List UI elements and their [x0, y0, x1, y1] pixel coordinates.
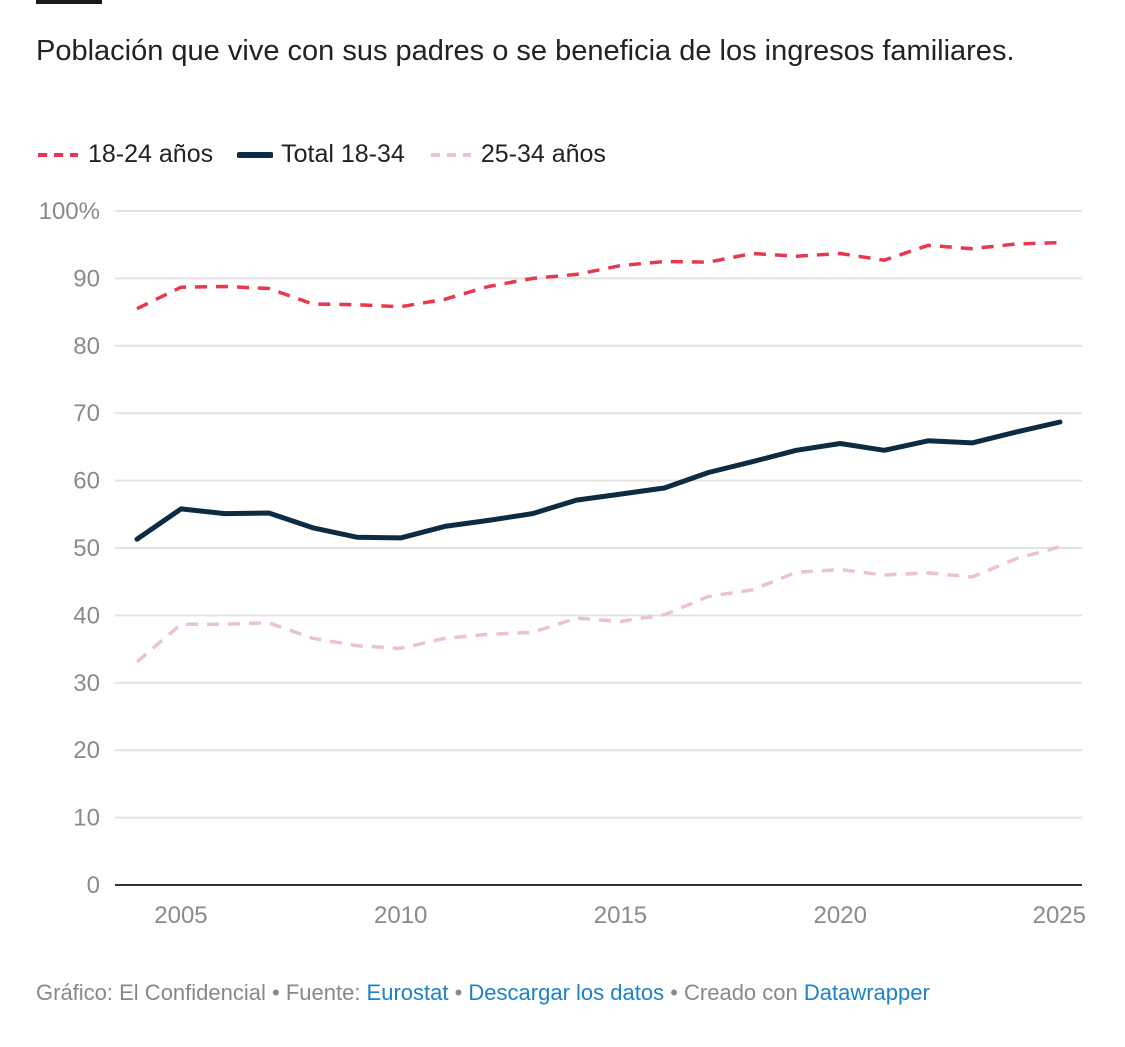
y-tick-label: 40: [73, 602, 100, 629]
x-tick-label: 2025: [1033, 902, 1086, 929]
chart-subtitle: Población que vive con sus padres o se b…: [36, 35, 1015, 67]
legend-swatch-solid-navy: [237, 151, 274, 158]
legend-item-total: Total 18-34: [237, 140, 405, 169]
legend-label: Total 18-34: [281, 140, 405, 168]
y-tick-label: 30: [73, 670, 100, 697]
separator: •: [664, 980, 685, 1005]
chart-series: [134, 240, 1063, 664]
x-tick-label: 2020: [814, 902, 867, 929]
legend-item-18-24: 18-24 años: [36, 140, 213, 169]
datawrapper-link[interactable]: Datawrapper: [803, 980, 930, 1005]
source-link[interactable]: Eurostat: [366, 980, 449, 1005]
chart-legend: 18-24 años Total 18-34 25-34 años: [36, 140, 630, 169]
created-label: Creado con: [684, 980, 804, 1005]
credit-text: Gráfico: El Confidencial: [36, 980, 266, 1005]
legend-swatch-dashed-pink: [430, 152, 471, 157]
series-line-total-18-34: [134, 419, 1063, 542]
separator: •: [448, 980, 469, 1005]
y-tick-label: 50: [73, 535, 100, 562]
line-chart: 0 10 20 30 40 50 60 70 80 90 100% 2005 2010 2015 2020…: [39, 198, 1086, 929]
chart-footer: Gráfico: El Confidencial • Fuente: Euros…: [36, 980, 930, 1006]
x-tick-label: 2005: [154, 902, 207, 929]
legend-label: 18-24 años: [88, 140, 214, 168]
separator: •: [265, 980, 286, 1005]
y-tick-label: 100%: [39, 198, 100, 225]
y-tick-label: 20: [73, 737, 100, 764]
y-tick-label: 10: [73, 805, 100, 832]
y-tick-label: 0: [87, 872, 100, 899]
download-data-link[interactable]: Descargar los datos: [468, 980, 665, 1005]
x-tick-label: 2015: [594, 902, 647, 929]
legend-item-25-34: 25-34 años: [429, 140, 606, 169]
x-tick-label: 2010: [374, 902, 427, 929]
y-tick-label: 80: [73, 333, 100, 360]
title-fragment: [36, 0, 102, 4]
source-label: Fuente:: [285, 980, 367, 1005]
x-axis-labels: 2005 2010 2015 2020 2025: [154, 902, 1086, 929]
y-tick-label: 60: [73, 468, 100, 495]
legend-swatch-dashed-red: [38, 152, 78, 157]
series-line-18-24-anos: [136, 240, 1061, 311]
y-tick-label: 90: [73, 265, 100, 292]
chart-grid: [115, 210, 1082, 886]
legend-label: 25-34 años: [480, 140, 606, 168]
y-axis-labels: 0 10 20 30 40 50 60 70 80 90 100%: [39, 198, 100, 899]
y-tick-label: 70: [73, 400, 100, 427]
series-line-25-34-anos: [135, 545, 1061, 664]
